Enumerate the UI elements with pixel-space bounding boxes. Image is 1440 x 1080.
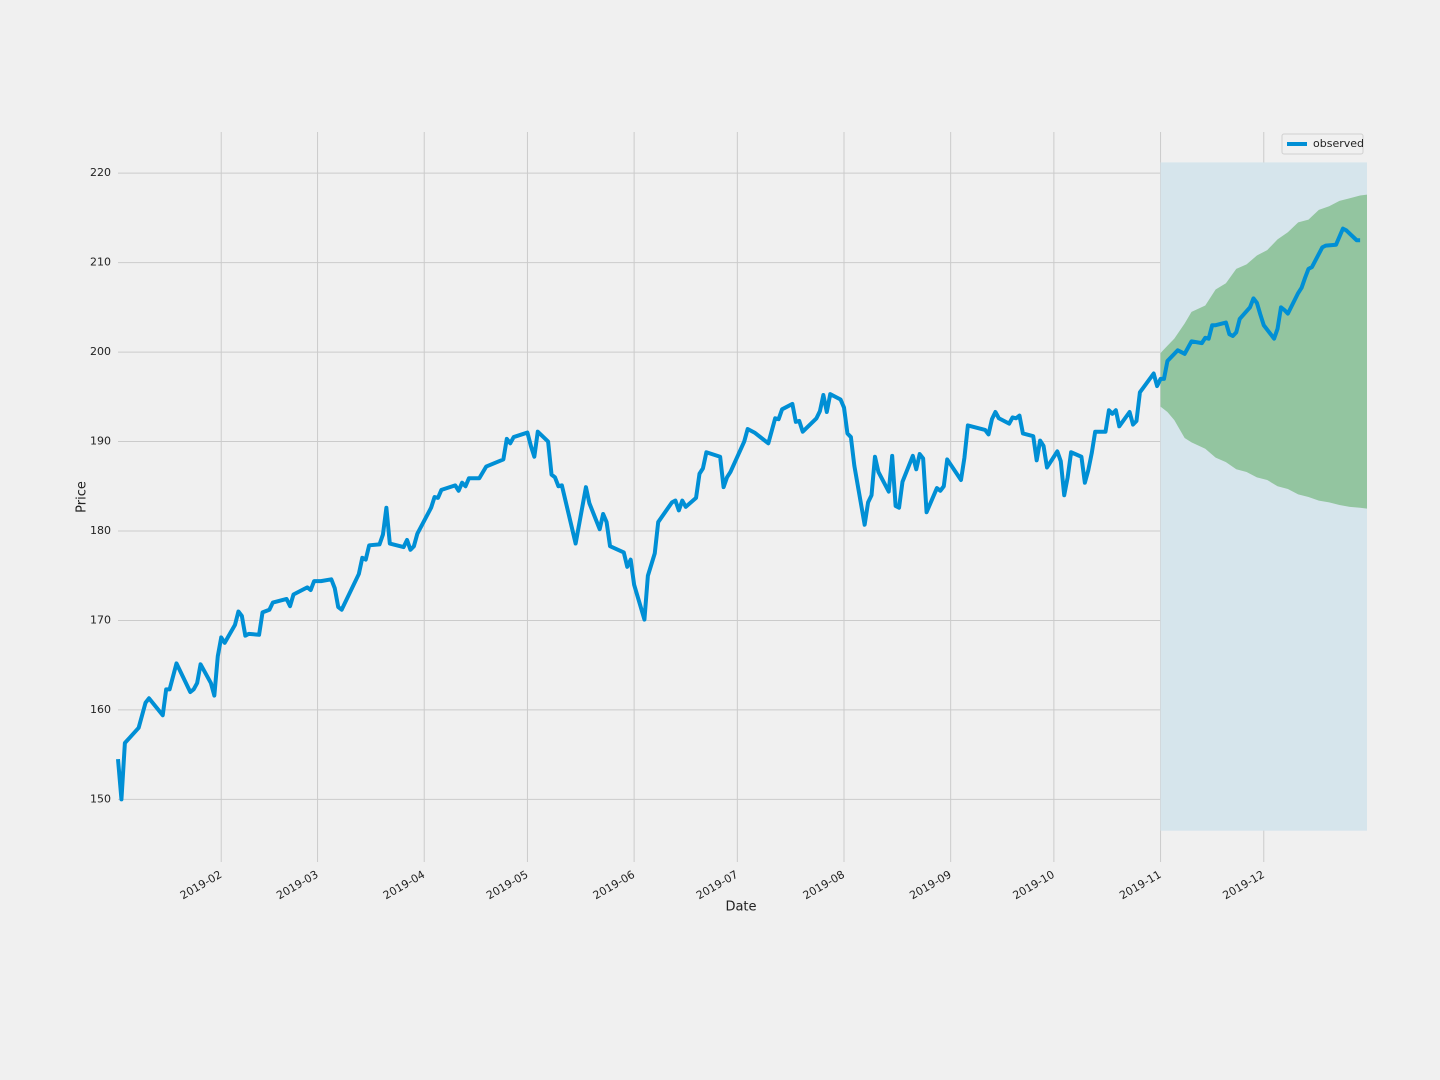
x-tick-label: 2019-06 — [591, 868, 637, 902]
x-tick-label: 2019-04 — [381, 868, 427, 902]
y-tick-label: 220 — [90, 166, 111, 179]
x-tick-label: 2019-05 — [484, 868, 530, 902]
x-tick-label: 2019-03 — [274, 868, 320, 902]
y-tick-label: 180 — [90, 524, 111, 537]
y-tick-label: 210 — [90, 256, 111, 269]
y-tick-label: 190 — [90, 435, 111, 448]
confidence-band — [1160, 194, 1367, 509]
x-axis-label: Date — [725, 900, 756, 915]
y-tick-label: 150 — [90, 792, 111, 805]
series-line — [116, 226, 1361, 802]
x-tick-label: 2019-02 — [178, 868, 224, 902]
y-tick-label: 160 — [90, 703, 111, 716]
y-axis-label: Price — [75, 481, 90, 513]
x-tick-label: 2019-07 — [694, 868, 740, 902]
y-tick-label: 170 — [90, 613, 111, 626]
legend-label: observed — [1313, 137, 1364, 150]
x-tick-label: 2019-12 — [1220, 868, 1266, 902]
y-tick-label: 200 — [90, 345, 111, 358]
legend-box — [1281, 133, 1364, 155]
x-tick-label: 2019-08 — [801, 868, 847, 902]
x-tick-label: 2019-09 — [907, 868, 953, 902]
x-tick-label: 2019-11 — [1117, 868, 1163, 902]
x-tick-label: 2019-10 — [1011, 868, 1057, 902]
